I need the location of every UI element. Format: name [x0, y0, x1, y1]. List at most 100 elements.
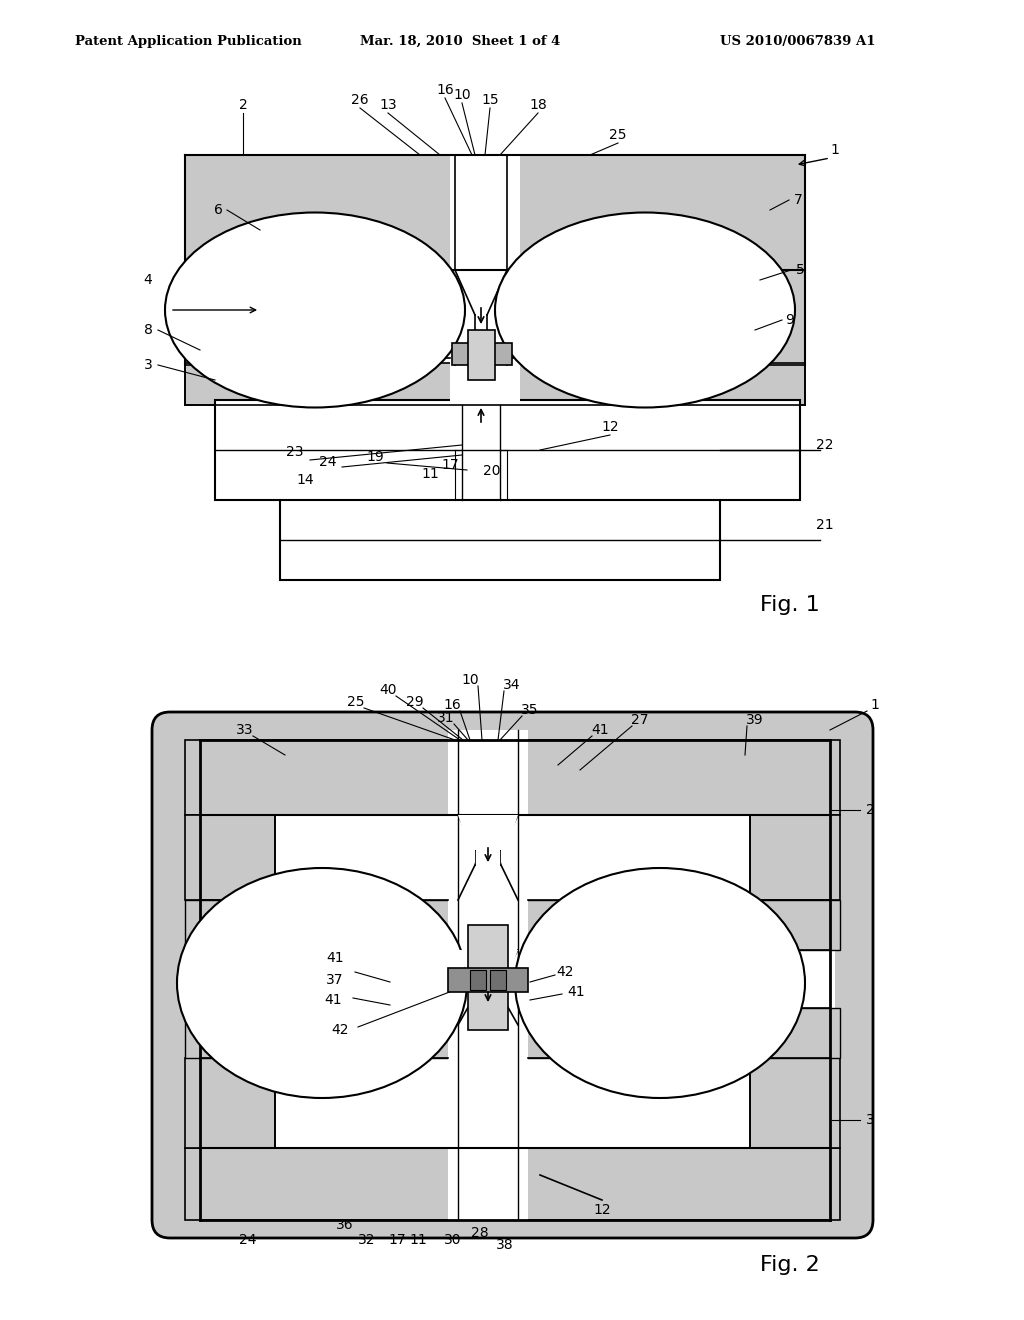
- Text: 16: 16: [436, 83, 454, 96]
- Text: 42: 42: [331, 1023, 349, 1038]
- Ellipse shape: [495, 213, 795, 408]
- Text: 22: 22: [816, 438, 834, 451]
- Text: 25: 25: [609, 128, 627, 143]
- Bar: [625, 271, 805, 366]
- Text: 37: 37: [327, 973, 344, 987]
- Bar: [449, 730, 528, 1220]
- Bar: [490, 970, 506, 990]
- Text: 17: 17: [388, 1233, 406, 1247]
- Bar: [185, 271, 330, 366]
- Bar: [280, 498, 720, 579]
- Text: 6: 6: [214, 203, 222, 216]
- Text: 38: 38: [497, 1238, 514, 1251]
- Bar: [185, 900, 840, 950]
- Text: 3: 3: [143, 358, 153, 372]
- Text: 32: 32: [358, 1233, 376, 1247]
- Bar: [185, 1059, 275, 1148]
- Text: 1: 1: [870, 698, 880, 711]
- Ellipse shape: [165, 213, 465, 408]
- Text: 21: 21: [816, 517, 834, 532]
- Text: 13: 13: [379, 98, 397, 112]
- Text: 33: 33: [237, 723, 254, 737]
- Text: 34: 34: [503, 678, 521, 692]
- Text: 28: 28: [471, 1226, 488, 1239]
- Text: 1: 1: [830, 143, 840, 157]
- Bar: [185, 741, 840, 814]
- Bar: [185, 900, 840, 950]
- Text: 4: 4: [143, 273, 153, 286]
- Bar: [185, 271, 330, 366]
- Text: 41: 41: [567, 985, 585, 999]
- Text: 31: 31: [437, 711, 455, 725]
- Text: 2: 2: [239, 98, 248, 112]
- Bar: [185, 814, 275, 900]
- Text: 8: 8: [143, 323, 153, 337]
- Ellipse shape: [515, 869, 805, 1098]
- Bar: [185, 363, 805, 405]
- Text: 18: 18: [529, 98, 547, 112]
- Text: 40: 40: [379, 682, 396, 697]
- Text: 15: 15: [481, 92, 499, 107]
- Text: 5: 5: [796, 263, 805, 277]
- Text: 41: 41: [325, 993, 342, 1007]
- Text: 12: 12: [593, 1203, 610, 1217]
- Text: 12: 12: [601, 420, 618, 434]
- Bar: [450, 154, 520, 405]
- Text: 25: 25: [347, 696, 365, 709]
- Text: 17: 17: [441, 458, 459, 473]
- Text: 7: 7: [794, 193, 803, 207]
- Text: 41: 41: [327, 950, 344, 965]
- Bar: [750, 814, 840, 900]
- Ellipse shape: [177, 869, 467, 1098]
- Bar: [750, 814, 840, 900]
- Text: Fig. 2: Fig. 2: [760, 1255, 820, 1275]
- Bar: [215, 400, 800, 500]
- Bar: [185, 154, 805, 271]
- Text: 20: 20: [483, 465, 501, 478]
- Bar: [185, 363, 805, 405]
- Text: 11: 11: [421, 467, 439, 480]
- Bar: [185, 1059, 275, 1148]
- FancyBboxPatch shape: [152, 711, 873, 1238]
- Text: 29: 29: [407, 696, 424, 709]
- Bar: [185, 1148, 840, 1220]
- Text: 19: 19: [367, 450, 384, 465]
- Text: 41: 41: [591, 723, 609, 737]
- Bar: [452, 343, 512, 366]
- Text: 23: 23: [287, 445, 304, 459]
- Text: 35: 35: [521, 704, 539, 717]
- Polygon shape: [458, 950, 518, 995]
- Text: 10: 10: [461, 673, 479, 686]
- Bar: [185, 1008, 840, 1059]
- Bar: [468, 925, 508, 1030]
- Text: US 2010/0067839 A1: US 2010/0067839 A1: [720, 36, 876, 48]
- Bar: [185, 1008, 840, 1059]
- Text: 2: 2: [865, 803, 874, 817]
- Text: 10: 10: [454, 88, 471, 102]
- Text: Patent Application Publication: Patent Application Publication: [75, 36, 302, 48]
- Text: 3: 3: [865, 1113, 874, 1127]
- Text: 16: 16: [443, 698, 461, 711]
- Text: Fig. 1: Fig. 1: [760, 595, 820, 615]
- Bar: [468, 330, 495, 380]
- Polygon shape: [458, 814, 518, 865]
- Text: 14: 14: [296, 473, 313, 487]
- Text: 11: 11: [410, 1233, 427, 1247]
- Bar: [470, 970, 486, 990]
- Text: 30: 30: [444, 1233, 462, 1247]
- Bar: [185, 741, 840, 814]
- Text: Mar. 18, 2010  Sheet 1 of 4: Mar. 18, 2010 Sheet 1 of 4: [359, 36, 560, 48]
- Text: 42: 42: [556, 965, 573, 979]
- Text: 36: 36: [336, 1218, 354, 1232]
- Text: 24: 24: [240, 1233, 257, 1247]
- Text: 9: 9: [785, 313, 795, 327]
- Bar: [625, 271, 805, 366]
- Bar: [750, 1059, 840, 1148]
- Bar: [185, 1148, 840, 1220]
- Text: 24: 24: [319, 455, 337, 469]
- Text: 39: 39: [746, 713, 764, 727]
- Bar: [750, 1059, 840, 1148]
- Bar: [449, 968, 528, 993]
- FancyBboxPatch shape: [190, 785, 835, 1180]
- Bar: [185, 814, 275, 900]
